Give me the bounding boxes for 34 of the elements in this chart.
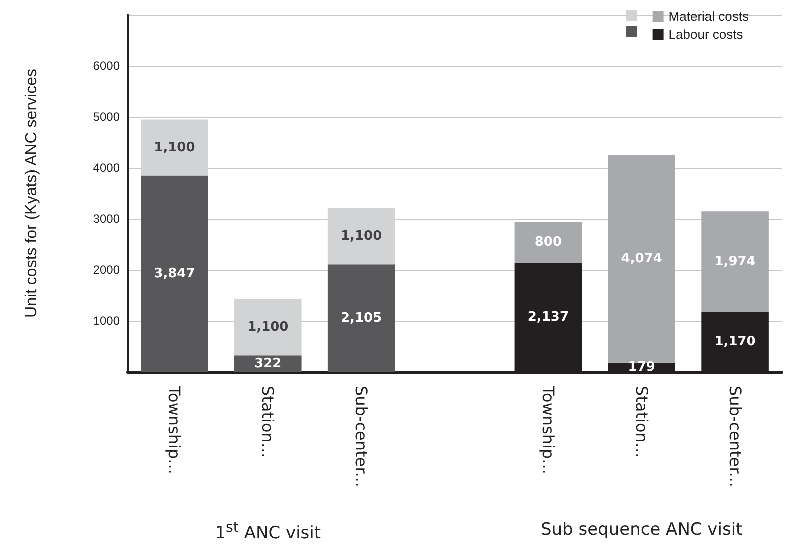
data-label: 2,137 bbox=[528, 310, 569, 326]
bar bbox=[328, 264, 396, 372]
y-tick-label: 6000 bbox=[93, 59, 120, 73]
bar bbox=[141, 176, 208, 372]
data-label: 179 bbox=[628, 360, 656, 375]
y-tick-label: 1000 bbox=[93, 314, 120, 328]
x-tick-label: Township... bbox=[538, 385, 558, 474]
y-tick-label: 4000 bbox=[93, 161, 120, 175]
x-tick-label: Township... bbox=[165, 385, 184, 474]
data-label: 1,974 bbox=[714, 254, 756, 270]
legend-label: Labour costs bbox=[668, 27, 744, 42]
y-tick-label: 2000 bbox=[93, 263, 120, 277]
text: 1$^{st}$ ANC visit bbox=[215, 520, 322, 544]
x-tick-label: Sub-center... bbox=[352, 386, 372, 488]
legend-label: Material costs bbox=[668, 9, 750, 24]
data-label: 322 bbox=[254, 356, 282, 372]
data-label: 1,100 bbox=[341, 229, 382, 244]
y-tick-label: 5000 bbox=[93, 110, 120, 124]
x-tick-label: Sub-center... bbox=[726, 386, 745, 488]
data-label: 1,100 bbox=[154, 140, 196, 156]
y-tick-label: 3000 bbox=[93, 212, 120, 226]
bar bbox=[608, 155, 676, 363]
data-label: 800 bbox=[534, 235, 562, 250]
x-tick-label: Station... bbox=[258, 386, 278, 458]
data-label: 4,074 bbox=[621, 251, 662, 266]
y-axis-title: Unit costs for (Kyats) ANC services bbox=[24, 69, 40, 318]
data-label: 1,170 bbox=[714, 334, 756, 350]
data-label: 2,105 bbox=[341, 310, 382, 326]
text: Sub sequence ANC visit bbox=[540, 520, 743, 540]
bar bbox=[702, 212, 769, 312]
bar bbox=[514, 222, 582, 264]
data-label: 1,100 bbox=[248, 320, 289, 336]
x-tick-label: Station... bbox=[632, 386, 652, 458]
data-label: 3,847 bbox=[154, 266, 196, 282]
